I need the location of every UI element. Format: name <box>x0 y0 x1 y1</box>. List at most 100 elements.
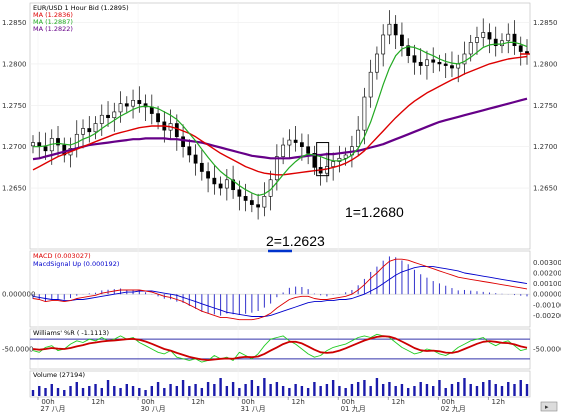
price-tick-label: 1.2650 <box>533 185 558 193</box>
candle-body <box>193 154 198 164</box>
volume-bar <box>313 382 316 396</box>
candle-body <box>487 32 492 40</box>
volume-bar <box>125 384 128 396</box>
volume-bar <box>438 380 441 396</box>
x-date-label: 01 九月 <box>341 404 366 412</box>
volume-bar <box>113 386 116 396</box>
volume-bar <box>319 386 322 396</box>
volume-bar <box>206 382 210 396</box>
x-tick-label: 00h <box>341 398 354 406</box>
candle-body <box>237 189 242 197</box>
volume-bar <box>363 380 366 396</box>
macd-series <box>32 256 528 321</box>
scroll-corner-button[interactable] <box>540 401 558 412</box>
candle-body <box>262 196 267 208</box>
price-panel-frame <box>29 2 531 250</box>
volume-bar <box>425 384 429 396</box>
volume-bar <box>388 382 391 396</box>
candle-body <box>493 38 498 47</box>
williams-panel-frame <box>29 328 531 370</box>
candle-body <box>243 196 248 201</box>
volume-bar <box>269 384 272 396</box>
volume-bar <box>38 386 41 396</box>
volume-bar <box>288 388 291 396</box>
candle-body <box>406 45 411 56</box>
volume-bar <box>281 386 285 396</box>
candle-body <box>362 96 367 131</box>
volume-bar <box>219 378 222 396</box>
volume-bar <box>406 388 410 396</box>
volume-bar <box>513 384 516 396</box>
candle-body <box>274 156 279 181</box>
volume-bar <box>475 386 479 396</box>
candle-body <box>143 103 148 108</box>
volume-bar <box>300 386 304 396</box>
volume-bar <box>175 386 179 396</box>
volume-bar <box>256 386 260 396</box>
x-tick-label: 12h <box>492 398 505 406</box>
x-date-label: 30 八月 <box>140 405 165 412</box>
volume-bar <box>244 384 247 396</box>
volume-panel-frame <box>29 370 531 398</box>
candle-body <box>518 45 523 52</box>
candle-body <box>475 37 479 43</box>
volume-legend: Volume (27194) <box>33 371 85 379</box>
candle-body <box>137 100 142 104</box>
candle-body <box>212 177 217 185</box>
candle-body <box>431 59 436 63</box>
x-tick-label: 12h <box>191 398 204 406</box>
candle-body <box>256 204 261 208</box>
candle-body <box>312 153 317 168</box>
candle-body <box>468 42 473 55</box>
volume-bar <box>163 388 166 396</box>
volume-bar <box>469 384 472 396</box>
volume-bar <box>75 382 78 396</box>
candle-body <box>181 136 185 147</box>
volume-series <box>31 378 529 396</box>
macd-line <box>32 258 528 321</box>
price-tick-label: 1.2750 <box>533 102 558 110</box>
candle-body <box>450 65 454 69</box>
price-tick-label: 1.2850 <box>533 19 558 27</box>
candle-body <box>331 161 336 167</box>
volume-bar <box>88 386 91 396</box>
candle-body <box>99 114 104 124</box>
volume-bar <box>231 382 235 396</box>
volume-bar <box>188 386 191 396</box>
volume-bar <box>306 388 310 396</box>
price-left-tick-label: 1.2800 <box>2 60 27 68</box>
volume-bar <box>138 388 141 396</box>
candle-body <box>437 61 442 65</box>
candle-body <box>400 34 404 47</box>
volume-bar <box>144 390 147 396</box>
volume-bar <box>482 382 485 396</box>
volume-bar <box>100 388 103 396</box>
candle-body <box>443 63 448 66</box>
volume-bar <box>356 382 360 396</box>
volume-bar <box>69 386 72 396</box>
volume-bar <box>350 384 354 396</box>
volume-bar <box>331 380 335 396</box>
x-tick-label: 00h <box>141 398 154 406</box>
volume-bar <box>131 386 135 396</box>
volume-bar <box>450 384 454 396</box>
williams-legend: Williams' %R ( -1.1113) <box>33 329 109 337</box>
ma-mid-line <box>32 55 528 176</box>
volume-bar <box>250 380 254 396</box>
candle-body <box>224 179 229 189</box>
annotation-2: 2=1.2623 <box>266 233 325 249</box>
volume-bar <box>56 388 60 396</box>
ma-legend-1: MA (1.2836) <box>33 11 73 19</box>
candle-body <box>462 53 467 65</box>
volume-bar <box>419 382 422 396</box>
candle-body <box>81 128 85 135</box>
candle-body <box>381 34 386 55</box>
ma-legend-2: MA (1.2887) <box>33 18 73 26</box>
volume-bar <box>375 378 379 396</box>
axes: 1.2850 1.2850 1.2800 1.2800 1.2750 1.2750 1.27… <box>2 19 561 413</box>
volume-bar <box>400 384 404 396</box>
